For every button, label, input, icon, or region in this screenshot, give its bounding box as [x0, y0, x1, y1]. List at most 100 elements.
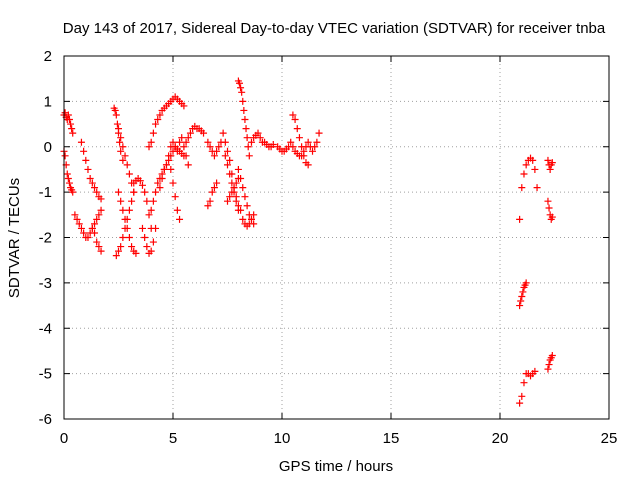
data-point [544, 197, 552, 205]
data-point [237, 175, 245, 183]
data-point [115, 247, 122, 255]
x-tick-label: 5 [169, 430, 177, 447]
data-point [206, 197, 214, 205]
data-point [221, 138, 229, 146]
data-point [237, 84, 245, 92]
data-point [95, 211, 103, 219]
data-point [165, 152, 173, 160]
y-tick-label: -4 [39, 320, 52, 337]
data-point [149, 238, 157, 246]
data-point [232, 197, 240, 205]
data-point [77, 224, 85, 232]
data-point [230, 184, 238, 192]
data-point [516, 399, 524, 407]
data-point [215, 143, 223, 151]
data-point [69, 188, 77, 196]
y-tick-label: -1 [39, 184, 52, 201]
data-point [116, 138, 124, 146]
data-point [93, 238, 101, 246]
data-point [235, 79, 243, 87]
data-point [149, 129, 157, 137]
data-point [119, 206, 127, 214]
grid [64, 56, 609, 419]
data-point [82, 156, 90, 164]
data-point [141, 188, 149, 196]
data-point [119, 143, 127, 151]
data-point [200, 129, 208, 137]
data-points [60, 77, 556, 407]
data-point [123, 224, 131, 232]
data-point [64, 175, 72, 183]
data-point [519, 288, 527, 296]
data-point [516, 215, 524, 223]
data-point [113, 120, 121, 128]
data-point [88, 179, 96, 187]
data-point [247, 215, 255, 223]
y-axis-label: SDTVAR / TECUs [6, 178, 23, 298]
y-tick-label: 0 [44, 139, 52, 156]
data-point [234, 165, 242, 173]
data-point [224, 147, 231, 155]
data-point [182, 138, 190, 146]
data-point [531, 165, 539, 173]
data-point [125, 206, 133, 214]
data-point [298, 152, 306, 160]
chart-title: Day 143 of 2017, Sidereal Day-to-day VTE… [63, 20, 606, 37]
data-point [91, 229, 99, 237]
data-point [522, 279, 530, 287]
data-point [520, 170, 528, 178]
data-point [210, 184, 218, 192]
data-point [522, 161, 530, 169]
data-point [226, 156, 234, 164]
data-point [228, 188, 236, 196]
data-point [145, 143, 153, 151]
data-point [244, 143, 252, 151]
data-point [169, 179, 177, 187]
data-point [178, 134, 186, 142]
plot-frame [63, 55, 610, 420]
data-point [239, 184, 247, 192]
data-point [75, 220, 83, 228]
data-point [117, 147, 125, 155]
data-point [173, 147, 181, 155]
data-point [545, 204, 553, 212]
data-point [529, 156, 537, 164]
data-point [300, 147, 308, 155]
data-point [97, 206, 105, 214]
data-point [544, 365, 552, 373]
data-point [154, 116, 162, 124]
data-point [243, 202, 251, 210]
data-point [112, 252, 120, 260]
data-point [224, 161, 231, 169]
data-point [517, 297, 525, 305]
data-point [97, 247, 105, 255]
y-tick-label: -2 [39, 230, 52, 247]
data-point [93, 188, 101, 196]
data-point [518, 184, 526, 192]
data-point [238, 88, 246, 96]
data-point [73, 215, 81, 223]
data-point [160, 165, 168, 173]
data-point [548, 213, 556, 221]
data-point [121, 215, 129, 223]
data-point [147, 247, 155, 255]
y-tick-label: 2 [44, 48, 52, 65]
x-tick-label: 0 [60, 430, 68, 447]
data-point [184, 134, 192, 142]
data-point [173, 206, 181, 214]
data-point [315, 129, 323, 137]
data-point [291, 116, 299, 124]
data-point [289, 143, 297, 151]
data-point [213, 147, 221, 155]
data-point [226, 170, 234, 178]
data-point [65, 179, 73, 187]
data-point [241, 116, 249, 124]
data-point [69, 129, 77, 137]
data-point [125, 234, 133, 241]
data-point [245, 152, 253, 160]
data-point [117, 134, 125, 142]
y-tick-label: 1 [44, 93, 52, 110]
data-point [143, 243, 151, 251]
data-point [154, 179, 162, 187]
